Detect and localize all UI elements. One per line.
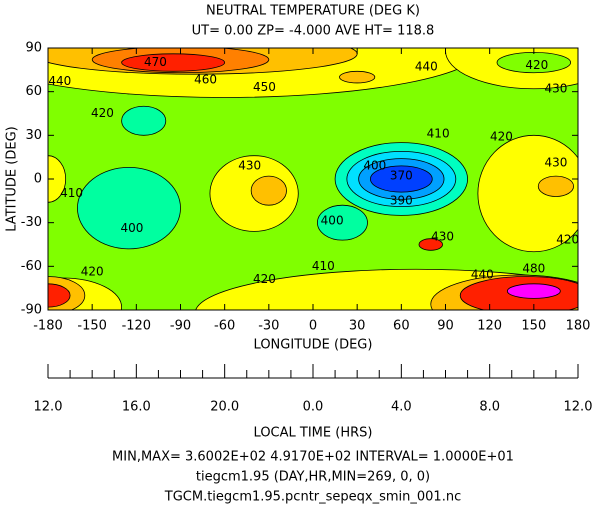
contour-label: 400 [321,214,344,228]
contour-label: 450 [253,80,276,94]
y-tick-label: 90 [25,41,42,56]
y-tick-label: -90 [21,303,42,318]
contour-region [477,134,578,253]
x2-tick-label: 12.0 [34,400,63,415]
contour-label: 420 [525,58,548,72]
contour-region [506,283,561,299]
contour-label: 420 [556,233,579,247]
contour-region [48,283,71,308]
contour-label: 480 [522,262,545,276]
contour-region [339,70,376,84]
contour-label: 460 [194,73,217,87]
contour-label: 420 [81,265,104,279]
contour-label: 410 [60,186,83,200]
x-tick-label: -30 [258,319,279,334]
contour-label: 440 [48,74,71,88]
contour-region [121,105,167,136]
x2-axis-label: LOCAL TIME (HRS) [254,426,373,441]
x-tick-label: 90 [437,319,454,334]
y-tick-label: 0 [34,172,42,187]
contour-label: 420 [253,272,276,286]
x-axis-label: LONGITUDE (DEG) [254,338,373,353]
x-tick-label: -150 [77,319,107,334]
x2-tick-label: 12.0 [564,400,593,415]
contour-label: 390 [390,193,413,207]
contour-region [537,175,574,197]
y-tick-label: 30 [25,128,42,143]
contour-region [370,165,433,193]
x2-tick-label: 0.0 [303,400,324,415]
x-tick-label: -180 [33,319,63,334]
footer-line: TGCM.tiegcm1.95.pcntr_sepeqx_smin_001.nc [164,490,461,505]
y-tick-label: -30 [21,215,42,230]
x2-tick-label: 4.0 [391,400,412,415]
contour-label: 420 [91,106,114,120]
contour-region [250,175,287,206]
contour-region [77,166,181,250]
contour-label: 410 [427,126,450,140]
contour-label: 430 [431,230,454,244]
contour-region [418,238,443,251]
x-tick-label: -90 [170,319,191,334]
y-tick-label: 60 [25,84,42,99]
x-tick-label: 180 [566,319,591,334]
contour-label: 430 [544,81,567,95]
contour-region [121,53,226,72]
y-tick-label: -60 [21,259,42,274]
contour-label: 440 [471,268,494,282]
x-tick-label: 120 [477,319,502,334]
x2-tick-label: 20.0 [210,400,239,415]
chart-title: NEUTRAL TEMPERATURE (DEG K) [206,4,420,19]
x-tick-label: 0 [309,319,317,334]
y-axis-label: LATITUDE (DEG) [5,126,20,231]
x2-tick-label: 16.0 [122,400,151,415]
footer-line: MIN,MAX= 3.6002E+02 4.9170E+02 INTERVAL=… [112,450,514,465]
x-tick-label: -60 [214,319,235,334]
contour-label: 420 [490,129,513,143]
x-tick-label: -120 [122,319,152,334]
x-tick-label: 60 [393,319,410,334]
x2-tick-label: 8.0 [479,400,500,415]
contour-region [48,155,67,203]
chart-subtitle: UT= 0.00 ZP= -4.000 AVE HT= 118.8 [192,24,435,39]
x-tick-label: 150 [521,319,546,334]
contour-label: 400 [363,158,386,172]
contour-label: 440 [415,59,438,73]
x-tick-label: 30 [349,319,366,334]
contour-label: 470 [144,55,167,69]
plot-area: 470 460 450 440 440 420 430 420 410 420 400 370 390 4… [48,48,579,310]
contour-region [317,204,368,241]
contour-label: 430 [544,155,567,169]
contour-label: 400 [120,221,143,235]
contour-label: 370 [390,169,413,183]
contour-label: 430 [238,158,261,172]
contour-label: 410 [312,259,335,273]
footer-line: tiegcm1.95 (DAY,HR,MIN=269, 0, 0) [196,470,430,485]
